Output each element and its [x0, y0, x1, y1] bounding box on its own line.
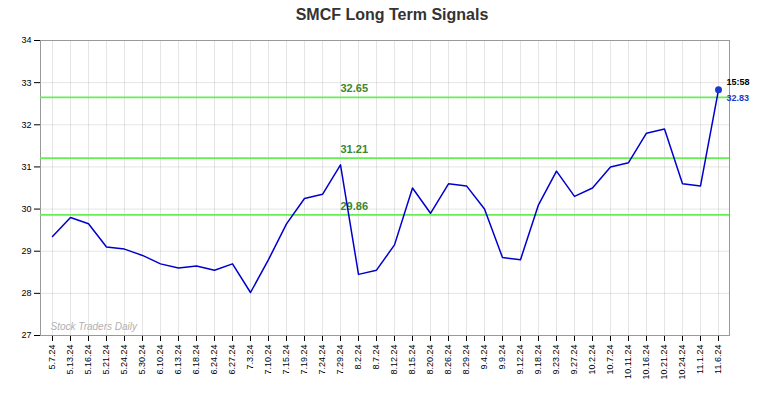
- svg-text:10.11.24: 10.11.24: [623, 345, 633, 379]
- svg-text:9.12.24: 9.12.24: [515, 345, 525, 375]
- svg-text:29.86: 29.86: [341, 199, 369, 211]
- svg-text:10.2.24: 10.2.24: [587, 345, 597, 375]
- svg-text:10.21.24: 10.21.24: [659, 345, 669, 380]
- svg-text:7.24.24: 7.24.24: [317, 345, 327, 375]
- svg-text:27: 27: [21, 330, 31, 340]
- svg-text:8.26.24: 8.26.24: [443, 345, 453, 375]
- svg-text:31: 31: [21, 162, 31, 172]
- svg-text:8.12.24: 8.12.24: [389, 345, 399, 375]
- svg-text:6.10.24: 6.10.24: [155, 345, 165, 375]
- svg-text:6.27.24: 6.27.24: [227, 345, 237, 375]
- svg-text:11.1.24: 11.1.24: [695, 345, 705, 374]
- svg-text:32.65: 32.65: [341, 82, 369, 94]
- svg-text:9.23.24: 9.23.24: [551, 345, 561, 375]
- svg-text:32: 32: [21, 120, 31, 130]
- svg-text:7.29.24: 7.29.24: [335, 345, 345, 375]
- svg-text:8.20.24: 8.20.24: [425, 345, 435, 375]
- svg-text:7.15.24: 7.15.24: [281, 345, 291, 375]
- svg-text:15:58: 15:58: [727, 77, 750, 87]
- svg-text:5.16.24: 5.16.24: [83, 345, 93, 375]
- svg-text:7.3.24: 7.3.24: [245, 345, 255, 370]
- svg-text:10.7.24: 10.7.24: [605, 345, 615, 375]
- svg-text:34: 34: [21, 35, 31, 45]
- svg-text:32.83: 32.83: [727, 93, 750, 103]
- html-text:SMCF Long Term Signals: SMCF Long Term Signals: [295, 6, 489, 23]
- svg-text:5.21.24: 5.21.24: [101, 345, 111, 375]
- svg-text:29: 29: [21, 246, 31, 256]
- svg-text:8.7.24: 8.7.24: [371, 345, 381, 370]
- svg-text:7.19.24: 7.19.24: [299, 345, 309, 375]
- svg-text:6.24.24: 6.24.24: [209, 345, 219, 375]
- svg-text:30: 30: [21, 204, 31, 214]
- svg-text:9.9.24: 9.9.24: [497, 345, 507, 370]
- svg-text:28: 28: [21, 288, 31, 298]
- svg-text:5.30.24: 5.30.24: [137, 345, 147, 375]
- svg-text:8.15.24: 8.15.24: [407, 345, 417, 375]
- svg-text:8.29.24: 8.29.24: [461, 345, 471, 375]
- svg-text:Stock Traders Daily: Stock Traders Daily: [51, 321, 139, 332]
- svg-text:31.21: 31.21: [341, 143, 369, 155]
- svg-text:10.16.24: 10.16.24: [641, 345, 651, 380]
- svg-text:33: 33: [21, 78, 31, 88]
- svg-text:10.24.24: 10.24.24: [677, 345, 687, 380]
- svg-text:5.24.24: 5.24.24: [119, 345, 129, 375]
- svg-text:6.13.24: 6.13.24: [173, 345, 183, 375]
- svg-text:5.13.24: 5.13.24: [65, 345, 75, 375]
- svg-text:9.18.24: 9.18.24: [533, 345, 543, 375]
- svg-text:5.7.24: 5.7.24: [47, 345, 57, 370]
- svg-text:9.4.24: 9.4.24: [479, 345, 489, 370]
- svg-text:9.27.24: 9.27.24: [569, 345, 579, 375]
- svg-text:11.6.24: 11.6.24: [713, 345, 723, 374]
- svg-text:7.10.24: 7.10.24: [263, 345, 273, 375]
- svg-text:6.18.24: 6.18.24: [191, 345, 201, 375]
- svg-text:8.2.24: 8.2.24: [353, 345, 363, 370]
